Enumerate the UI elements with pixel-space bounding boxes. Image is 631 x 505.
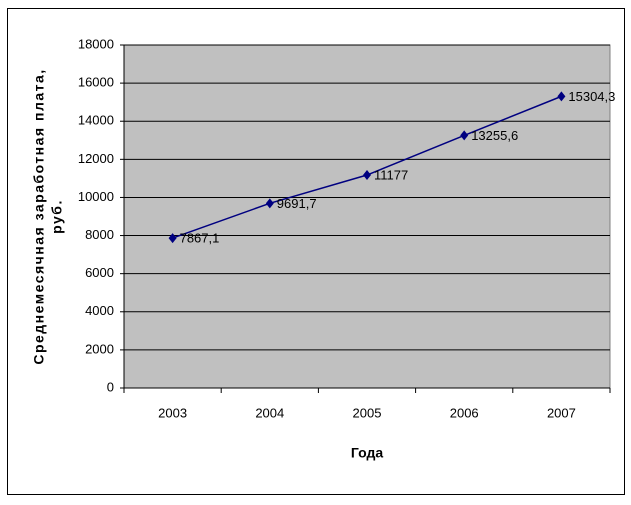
y-tick-label: 8000 xyxy=(85,227,114,242)
y-axis-title-line: руб. xyxy=(49,199,65,234)
data-point xyxy=(363,170,371,181)
y-tick-label: 14000 xyxy=(78,113,114,128)
data-label: 9691,7 xyxy=(277,196,317,211)
y-axis-title: Среднемесячная заработная плата, руб. xyxy=(31,68,65,364)
data-label: 13255,6 xyxy=(471,128,518,143)
y-tick-label: 10000 xyxy=(78,189,114,204)
x-tick-label: 2006 xyxy=(450,405,479,420)
y-tick-label: 6000 xyxy=(85,265,114,280)
y-tick-label: 2000 xyxy=(85,341,114,356)
data-point xyxy=(460,130,469,141)
x-tick-label: 2005 xyxy=(353,405,382,420)
x-tick-label: 2003 xyxy=(158,405,187,420)
x-tick-label: 2007 xyxy=(547,405,576,420)
x-tick-label: 2004 xyxy=(255,405,284,420)
y-axis-title-line: Среднемесячная заработная плата, xyxy=(31,68,47,364)
data-point xyxy=(168,233,177,244)
plot-area xyxy=(123,44,611,389)
data-label: 11177 xyxy=(374,167,408,182)
x-axis-title: Года xyxy=(351,445,383,461)
y-tick-label: 12000 xyxy=(78,151,114,166)
data-point xyxy=(557,91,566,102)
y-tick-label: 0 xyxy=(107,379,114,394)
y-tick-label: 4000 xyxy=(85,303,114,318)
y-tick-label: 16000 xyxy=(78,75,114,90)
data-point xyxy=(265,198,274,209)
data-label: 7867,1 xyxy=(180,231,220,246)
y-tick-label: 18000 xyxy=(78,36,114,51)
data-label: 15304,3 xyxy=(568,89,615,104)
